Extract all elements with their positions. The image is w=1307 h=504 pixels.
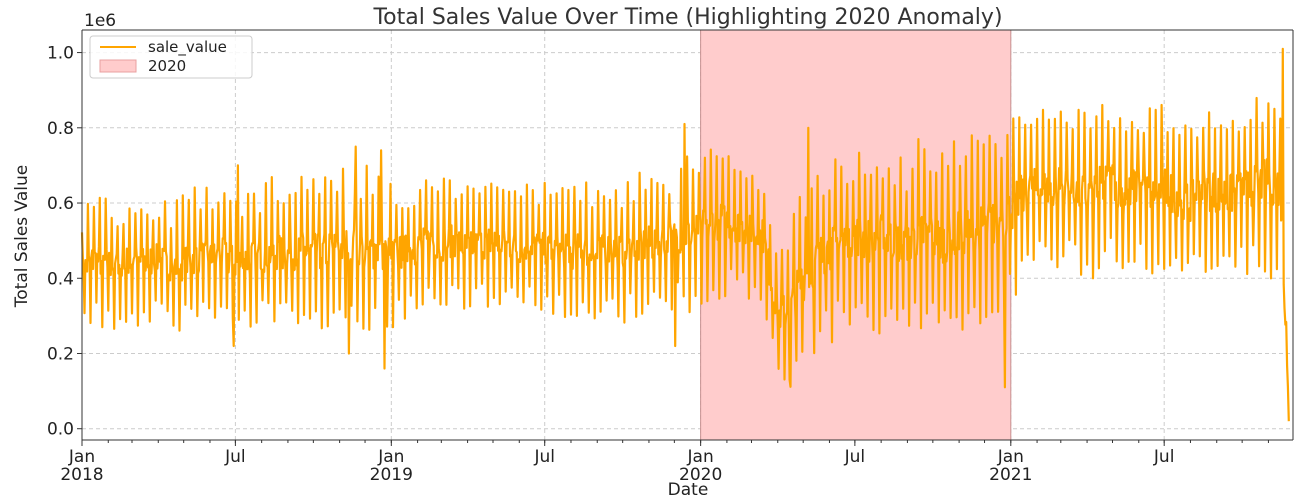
x-tick-year-label: 2020 (679, 465, 722, 485)
axes (81, 29, 1294, 441)
y-tick-label: 1.0 (47, 44, 74, 64)
x-tick-label: Jul (1153, 447, 1175, 467)
x-tick-label: Jul (844, 447, 866, 467)
legend: sale_value 2020 (89, 35, 253, 79)
x-tick-label: Jul (224, 447, 246, 467)
y-tick-label: 0.0 (47, 420, 74, 440)
x-tick-label: Jan (377, 447, 404, 467)
x-tick-year-label: 2019 (370, 465, 413, 485)
x-tick-year-label: 2021 (989, 465, 1032, 485)
y-tick-label: 0.6 (47, 194, 74, 214)
legend-label-2020: 2020 (148, 57, 186, 75)
x-axis-label: Date (668, 480, 709, 500)
x-tick-label: Jan (997, 447, 1024, 467)
x-tick-label: Jan (687, 447, 714, 467)
y-tick-label: 0.4 (47, 269, 74, 289)
series-layer (80, 47, 1290, 422)
x-tick-year-label: 2018 (60, 465, 103, 485)
x-tick-label: Jan (68, 447, 95, 467)
y-offset-text: 1e6 (84, 11, 116, 31)
x-tick-label: Jul (533, 447, 555, 467)
series-line-sale-value (80, 47, 1290, 422)
y-tick-label: 0.2 (47, 344, 74, 364)
chart-title: Total Sales Value Over Time (Highlightin… (372, 5, 1002, 30)
y-tick-label: 0.8 (47, 119, 74, 139)
legend-swatch-2020 (99, 59, 137, 73)
y-axis-label: Total Sales Value (12, 165, 32, 308)
legend-label-sale-value: sale_value (148, 38, 227, 57)
